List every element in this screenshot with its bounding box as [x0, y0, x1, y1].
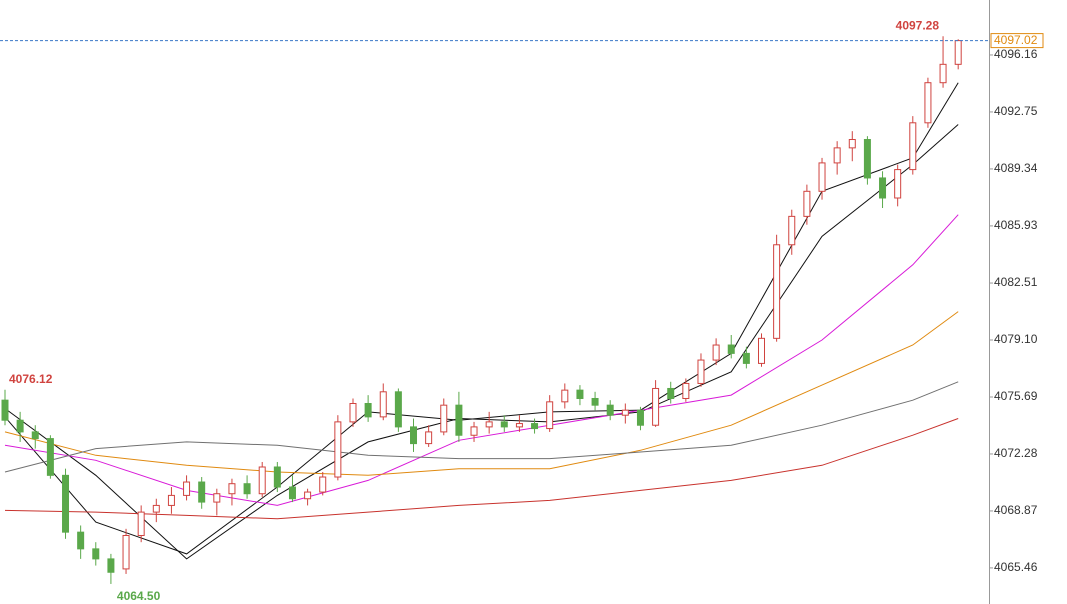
- y-tick-label: 4065.46: [994, 560, 1038, 574]
- moving-average-line: [4, 311, 959, 476]
- candle-body: [364, 403, 372, 418]
- candle-body: [455, 404, 463, 436]
- last-price-label: 4097.02: [994, 33, 1038, 47]
- candle-body: [561, 389, 569, 403]
- candle-body: [667, 387, 675, 399]
- candle-body: [833, 147, 841, 164]
- candle-body: [803, 190, 811, 217]
- candle-body: [470, 426, 478, 436]
- candle-body: [198, 481, 206, 503]
- candle-body: [107, 558, 115, 573]
- candle-body: [939, 63, 947, 84]
- candle-body: [394, 391, 402, 428]
- candle-body: [273, 466, 281, 488]
- candle-body: [621, 409, 629, 416]
- candle-body: [152, 504, 160, 513]
- candle-body: [137, 511, 145, 536]
- y-tick-label: 4068.87: [994, 503, 1038, 517]
- price-annotation: 4097.28: [896, 18, 940, 32]
- candle-body: [258, 466, 266, 495]
- y-tick-label: 4092.75: [994, 104, 1038, 118]
- y-tick-label: 4085.93: [994, 218, 1038, 232]
- candle-body: [440, 404, 448, 433]
- price-annotation: 4064.50: [117, 589, 161, 603]
- candle-body: [16, 419, 24, 433]
- candle-body: [334, 421, 342, 478]
- y-tick-label: 4072.28: [994, 446, 1038, 460]
- candle-body: [576, 389, 584, 399]
- candle-body: [636, 409, 644, 426]
- candle-body: [742, 352, 750, 364]
- candle-body: [758, 337, 765, 364]
- candle-body: [500, 421, 508, 428]
- candle-body: [954, 40, 962, 65]
- candle-body: [319, 476, 327, 493]
- y-tick-label: 4075.69: [994, 389, 1038, 403]
- y-tick-label: 4079.10: [994, 332, 1038, 346]
- candle-body: [183, 481, 191, 496]
- candle-body: [682, 382, 690, 399]
- candle-body: [712, 344, 720, 361]
- candle-body: [863, 139, 871, 179]
- candle-body: [606, 404, 614, 416]
- candle-body: [727, 344, 735, 354]
- y-tick-label: 4082.51: [994, 275, 1038, 289]
- candle-body: [652, 387, 660, 426]
- candle-body: [546, 401, 554, 430]
- moving-average-line: [4, 381, 959, 473]
- candle-body: [879, 177, 887, 199]
- candle-body: [515, 423, 523, 428]
- candle-body: [62, 474, 70, 533]
- candle-body: [77, 531, 85, 550]
- y-tick-label: 4089.34: [994, 161, 1038, 175]
- candle-body: [243, 483, 251, 495]
- candle-body: [304, 491, 312, 500]
- candle-body: [288, 486, 296, 500]
- candle-body: [349, 403, 357, 423]
- candle-body: [410, 426, 418, 445]
- candle-body: [773, 244, 781, 339]
- candle-body: [1, 399, 9, 421]
- candle-body: [485, 421, 493, 428]
- candle-body: [924, 82, 932, 124]
- candle-body: [46, 438, 54, 476]
- candle-body: [591, 397, 599, 406]
- last-price-box: [990, 33, 1044, 49]
- price-annotation: 4076.12: [9, 372, 53, 386]
- moving-average-line: [4, 214, 959, 506]
- candle-body: [122, 534, 130, 570]
- candle-body: [167, 494, 175, 506]
- candle-body: [909, 122, 917, 171]
- candle-body: [848, 139, 856, 149]
- candle-body: [425, 431, 433, 445]
- candle-body: [92, 548, 100, 560]
- candle-body: [213, 493, 221, 503]
- candle-body: [788, 215, 796, 246]
- candle-body: [697, 359, 705, 384]
- candle-body: [818, 162, 826, 192]
- y-tick-label: 4096.16: [994, 47, 1038, 61]
- moving-average-line: [4, 418, 959, 520]
- candle-body: [531, 423, 539, 430]
- candle-body: [379, 391, 387, 418]
- candle-body: [31, 431, 39, 440]
- candle-body: [894, 169, 902, 199]
- candle-body: [228, 483, 236, 495]
